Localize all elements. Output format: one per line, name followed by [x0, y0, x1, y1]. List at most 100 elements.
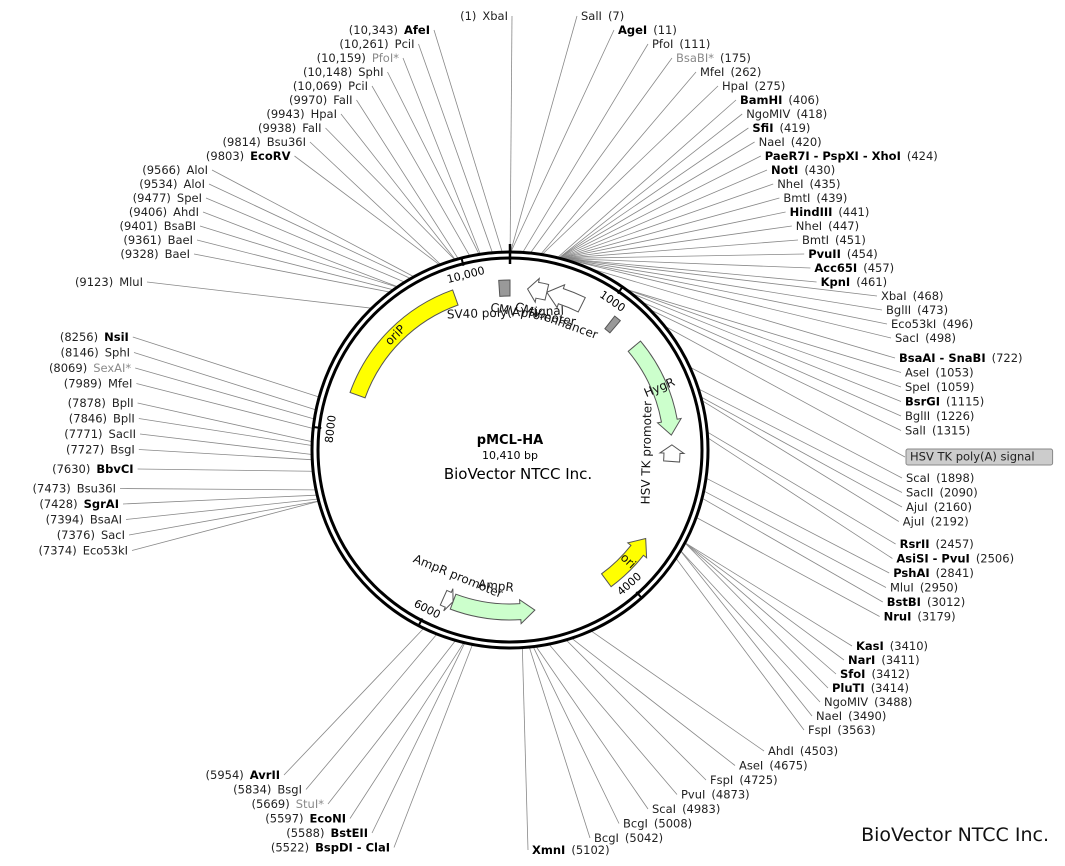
site-label[interactable]: (7727) BsgI — [66, 442, 135, 456]
site-label[interactable]: AseI (4675) — [739, 758, 808, 772]
site-label[interactable]: (9970) FalI — [289, 93, 352, 107]
site-label[interactable]: ScaI (1898) — [906, 471, 974, 485]
site-label[interactable]: (9361) BaeI — [123, 233, 193, 247]
site-label[interactable]: (7771) SacII — [64, 427, 136, 441]
site-label[interactable]: AseI (1053) — [905, 365, 974, 379]
site-label[interactable]: (10,069) PciI — [293, 79, 368, 93]
site-label[interactable]: HindIII (441) — [790, 205, 870, 219]
site-label[interactable]: PfoI (111) — [652, 37, 710, 51]
site-label[interactable]: (9534) AloI — [139, 177, 205, 191]
feature-ampr-promoter[interactable] — [439, 588, 454, 612]
site-label[interactable]: (7473) Bsu36I — [33, 481, 116, 495]
site-label[interactable]: (5954) AvrII — [206, 768, 280, 782]
site-label[interactable]: ScaI (4983) — [652, 802, 720, 816]
site-label[interactable]: NaeI (420) — [759, 135, 822, 149]
site-label[interactable]: NotI (430) — [771, 163, 835, 177]
site-label[interactable]: BglII (473) — [886, 303, 948, 317]
site-label[interactable]: (10,343) AfeI — [349, 23, 430, 37]
site-label[interactable]: BsaAI - SnaBI (722) — [899, 351, 1023, 365]
site-label[interactable]: AsiSI - PvuI (2506) — [896, 551, 1014, 565]
site-label[interactable]: PshAI (2841) — [893, 566, 974, 580]
site-label[interactable]: (7846) BplI — [69, 411, 135, 425]
site-label[interactable]: (7428) SgrAI — [39, 497, 119, 511]
site-label[interactable]: (7630) BbvCI — [52, 462, 133, 476]
site-label[interactable]: AjuI (2160) — [906, 500, 972, 514]
site-label[interactable]: BcgI (5042) — [594, 831, 663, 845]
site-label[interactable]: (9814) Bsu36I — [223, 135, 306, 149]
site-label[interactable]: BcgI (5008) — [623, 816, 692, 830]
site-label[interactable]: FspI (3563) — [808, 723, 876, 737]
site-label[interactable]: AjuI (2192) — [903, 514, 969, 528]
site-label[interactable]: SfoI (3412) — [840, 667, 910, 681]
site-label[interactable]: (7878) BplI — [68, 396, 134, 410]
site-label[interactable]: MfeI (262) — [700, 65, 761, 79]
feature-hsv-tk-promoter[interactable] — [658, 444, 686, 463]
site-label[interactable]: (10,148) SphI — [303, 65, 384, 79]
feature-cmv-enhancer[interactable] — [546, 283, 586, 313]
feature-sv40-poly-a-signal[interactable] — [498, 279, 511, 297]
site-label[interactable]: AhdI (4503) — [768, 744, 838, 758]
site-label[interactable]: PvuII (454) — [808, 247, 878, 261]
feature-ori[interactable] — [600, 537, 648, 588]
site-label[interactable]: SacII (2090) — [906, 485, 978, 499]
site-label[interactable]: BglII (1226) — [905, 409, 974, 423]
site-label[interactable]: (9477) SpeI — [133, 191, 202, 205]
site-label[interactable]: (9566) AloI — [142, 163, 208, 177]
site-label[interactable]: (1) XbaI — [460, 9, 508, 23]
site-label[interactable]: PvuI (4873) — [681, 787, 750, 801]
site-label[interactable]: Acc65I (457) — [814, 261, 894, 275]
site-label[interactable]: (9401) BsaBI — [120, 219, 196, 233]
feature-cmv-promoter[interactable] — [526, 277, 550, 304]
site-label[interactable]: NheI (447) — [796, 219, 859, 233]
site-label[interactable]: (9406) AhdI — [129, 205, 199, 219]
site-label[interactable]: (9938) FalI — [258, 121, 321, 135]
site-label[interactable]: BstBI (3012) — [887, 595, 965, 609]
site-label[interactable]: (7394) BsaAI — [46, 512, 122, 526]
site-label[interactable]: MluI (2950) — [890, 580, 958, 594]
site-label[interactable]: SacI (498) — [895, 331, 956, 345]
site-label[interactable]: (9123) MluI — [75, 275, 143, 289]
site-label[interactable]: PluTI (3414) — [832, 681, 909, 695]
site-label[interactable]: SalI (1315) — [905, 423, 970, 437]
site-label[interactable]: BmtI (451) — [802, 233, 866, 247]
site-label[interactable]: (8069) SexAI* — [49, 361, 131, 375]
site-label[interactable]: NaeI (3490) — [816, 709, 886, 723]
site-label[interactable]: NgoMIV (3488) — [824, 695, 912, 709]
site-label[interactable]: XbaI (468) — [881, 289, 944, 303]
site-label[interactable]: XmnI (5102) — [532, 843, 610, 857]
site-label[interactable]: (7374) Eco53kI — [38, 543, 128, 557]
site-label[interactable]: (9803) EcoRV — [206, 149, 291, 163]
site-label[interactable]: FspI (4725) — [710, 773, 778, 787]
site-label[interactable]: (8256) NsiI — [60, 330, 129, 344]
site-label[interactable]: (10,261) PciI — [339, 37, 414, 51]
site-label[interactable]: (5597) EcoNI — [265, 811, 346, 825]
site-label[interactable]: SfiI (419) — [752, 121, 810, 135]
site-label[interactable]: KasI (3410) — [856, 639, 928, 653]
site-label[interactable]: (7989) MfeI — [64, 376, 133, 390]
feature-orip[interactable] — [349, 289, 459, 399]
site-label[interactable]: NruI (3179) — [884, 609, 956, 623]
site-label[interactable]: (7376) SacI — [57, 528, 125, 542]
site-label[interactable]: (5588) BstEII — [286, 826, 368, 840]
site-label[interactable]: (5522) BspDI - ClaI — [271, 840, 390, 854]
site-label[interactable]: Eco53kI (496) — [891, 317, 973, 331]
site-label[interactable]: PaeR7I - PspXI - XhoI (424) — [765, 149, 938, 163]
site-label[interactable]: (5669) StuI* — [252, 797, 325, 811]
site-label[interactable]: BsrGI (1115) — [905, 394, 984, 408]
site-label[interactable]: (10,159) PfoI* — [317, 51, 400, 65]
site-label[interactable]: NgoMIV (418) — [746, 107, 827, 121]
site-label[interactable]: AgeI (11) — [618, 23, 677, 37]
site-label[interactable]: BmtI (439) — [783, 191, 847, 205]
site-label[interactable]: (8146) SphI — [60, 345, 130, 359]
feature-hygr[interactable] — [627, 340, 683, 436]
site-label[interactable]: (5834) BsgI — [233, 782, 302, 796]
site-label[interactable]: NheI (435) — [777, 177, 840, 191]
site-label[interactable]: RsrII (2457) — [900, 537, 974, 551]
site-label[interactable]: KpnI (461) — [821, 275, 888, 289]
site-label[interactable]: (9943) HpaI — [266, 107, 337, 121]
site-label[interactable]: BamHI (406) — [740, 93, 819, 107]
site-label[interactable]: (9328) BaeI — [120, 247, 190, 261]
site-label[interactable]: SalI (7) — [581, 9, 624, 23]
site-label[interactable]: HpaI (275) — [722, 79, 785, 93]
site-label[interactable]: HSV TK poly(A) signal — [905, 448, 1054, 466]
